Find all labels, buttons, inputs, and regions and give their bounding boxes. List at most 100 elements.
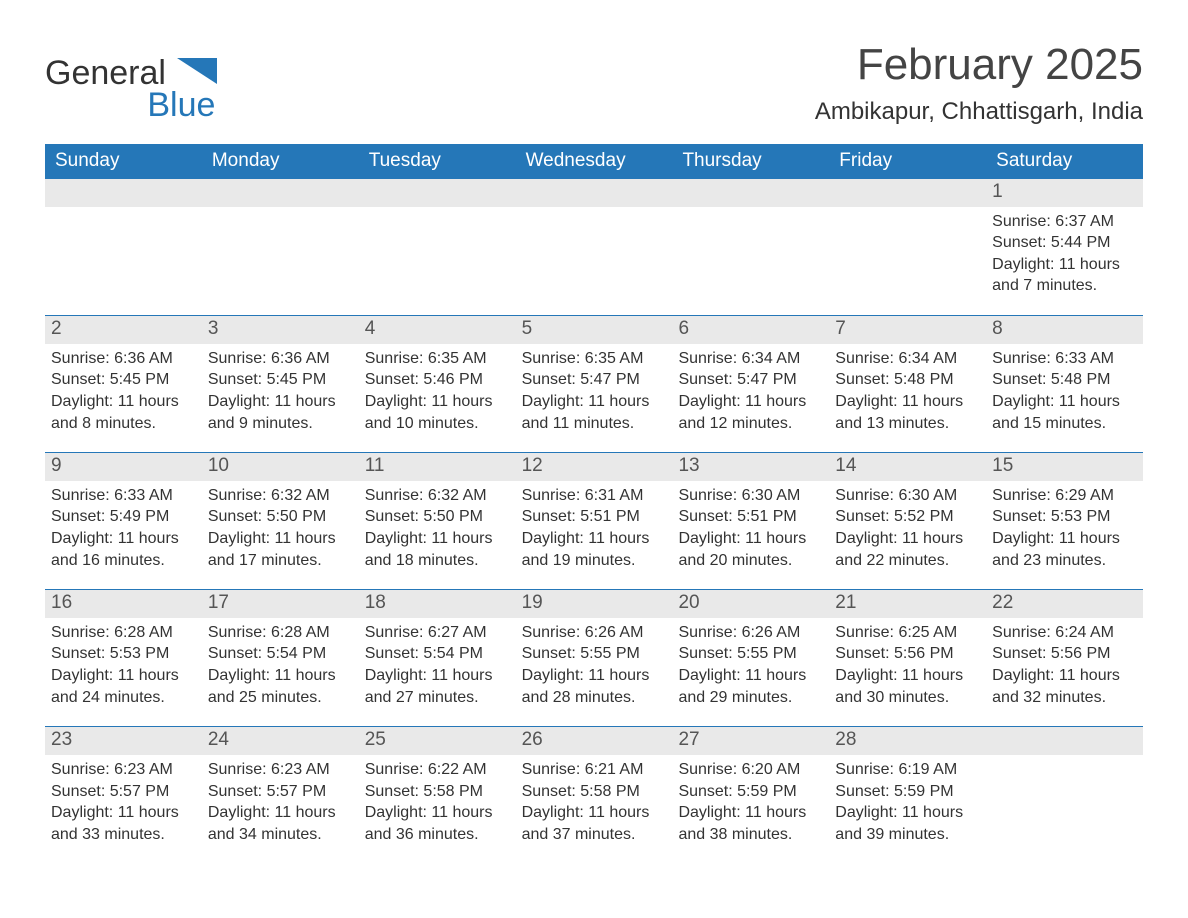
daylight-text: Daylight: 11 hours and 34 minutes. (208, 802, 353, 845)
sunrise-text: Sunrise: 6:24 AM (992, 622, 1137, 644)
day-cell: 27Sunrise: 6:20 AMSunset: 5:59 PMDayligh… (672, 727, 829, 845)
week-row: 9Sunrise: 6:33 AMSunset: 5:49 PMDaylight… (45, 452, 1143, 589)
day-cell: 11Sunrise: 6:32 AMSunset: 5:50 PMDayligh… (359, 453, 516, 571)
sunset-text: Sunset: 5:55 PM (678, 643, 823, 665)
weekday-header-row: Sunday Monday Tuesday Wednesday Thursday… (45, 144, 1143, 179)
daylight-text: Daylight: 11 hours and 25 minutes. (208, 665, 353, 708)
month-title: February 2025 (815, 40, 1143, 90)
daylight-text: Daylight: 11 hours and 39 minutes. (835, 802, 980, 845)
day-number (45, 179, 202, 207)
sunset-text: Sunset: 5:58 PM (522, 781, 667, 803)
day-info: Sunrise: 6:35 AMSunset: 5:47 PMDaylight:… (516, 344, 673, 434)
day-number (516, 179, 673, 207)
day-cell: 14Sunrise: 6:30 AMSunset: 5:52 PMDayligh… (829, 453, 986, 571)
sunset-text: Sunset: 5:51 PM (522, 506, 667, 528)
title-block: February 2025 Ambikapur, Chhattisgarh, I… (815, 40, 1143, 126)
weeks-container: 1Sunrise: 6:37 AMSunset: 5:44 PMDaylight… (45, 179, 1143, 863)
day-cell (45, 179, 202, 297)
sunset-text: Sunset: 5:44 PM (992, 232, 1137, 254)
day-cell: 7Sunrise: 6:34 AMSunset: 5:48 PMDaylight… (829, 316, 986, 434)
daylight-text: Daylight: 11 hours and 17 minutes. (208, 528, 353, 571)
day-number: 5 (516, 316, 673, 344)
sunrise-text: Sunrise: 6:19 AM (835, 759, 980, 781)
day-cell: 15Sunrise: 6:29 AMSunset: 5:53 PMDayligh… (986, 453, 1143, 571)
sunrise-text: Sunrise: 6:28 AM (208, 622, 353, 644)
day-info: Sunrise: 6:29 AMSunset: 5:53 PMDaylight:… (986, 481, 1143, 571)
day-number: 28 (829, 727, 986, 755)
daylight-text: Daylight: 11 hours and 9 minutes. (208, 391, 353, 434)
week-row: 2Sunrise: 6:36 AMSunset: 5:45 PMDaylight… (45, 315, 1143, 452)
day-info: Sunrise: 6:30 AMSunset: 5:51 PMDaylight:… (672, 481, 829, 571)
daylight-text: Daylight: 11 hours and 13 minutes. (835, 391, 980, 434)
sunset-text: Sunset: 5:54 PM (208, 643, 353, 665)
sunrise-text: Sunrise: 6:36 AM (51, 348, 196, 370)
day-number: 18 (359, 590, 516, 618)
daylight-text: Daylight: 11 hours and 33 minutes. (51, 802, 196, 845)
day-number (986, 727, 1143, 755)
daylight-text: Daylight: 11 hours and 28 minutes. (522, 665, 667, 708)
brand-word-2: Blue (45, 88, 215, 122)
day-info: Sunrise: 6:24 AMSunset: 5:56 PMDaylight:… (986, 618, 1143, 708)
daylight-text: Daylight: 11 hours and 30 minutes. (835, 665, 980, 708)
day-number: 21 (829, 590, 986, 618)
daylight-text: Daylight: 11 hours and 24 minutes. (51, 665, 196, 708)
sunrise-text: Sunrise: 6:33 AM (992, 348, 1137, 370)
sunset-text: Sunset: 5:45 PM (208, 369, 353, 391)
sunrise-text: Sunrise: 6:21 AM (522, 759, 667, 781)
day-cell: 20Sunrise: 6:26 AMSunset: 5:55 PMDayligh… (672, 590, 829, 708)
weekday-header: Wednesday (516, 144, 673, 179)
daylight-text: Daylight: 11 hours and 18 minutes. (365, 528, 510, 571)
sunrise-text: Sunrise: 6:32 AM (365, 485, 510, 507)
daylight-text: Daylight: 11 hours and 22 minutes. (835, 528, 980, 571)
sunset-text: Sunset: 5:52 PM (835, 506, 980, 528)
day-cell: 12Sunrise: 6:31 AMSunset: 5:51 PMDayligh… (516, 453, 673, 571)
day-cell: 24Sunrise: 6:23 AMSunset: 5:57 PMDayligh… (202, 727, 359, 845)
day-cell: 28Sunrise: 6:19 AMSunset: 5:59 PMDayligh… (829, 727, 986, 845)
sunrise-text: Sunrise: 6:35 AM (522, 348, 667, 370)
day-info: Sunrise: 6:26 AMSunset: 5:55 PMDaylight:… (672, 618, 829, 708)
day-info: Sunrise: 6:26 AMSunset: 5:55 PMDaylight:… (516, 618, 673, 708)
day-number: 3 (202, 316, 359, 344)
day-cell: 25Sunrise: 6:22 AMSunset: 5:58 PMDayligh… (359, 727, 516, 845)
day-number: 1 (986, 179, 1143, 207)
sunrise-text: Sunrise: 6:31 AM (522, 485, 667, 507)
sunrise-text: Sunrise: 6:32 AM (208, 485, 353, 507)
sunset-text: Sunset: 5:56 PM (835, 643, 980, 665)
day-info: Sunrise: 6:35 AMSunset: 5:46 PMDaylight:… (359, 344, 516, 434)
daylight-text: Daylight: 11 hours and 19 minutes. (522, 528, 667, 571)
daylight-text: Daylight: 11 hours and 7 minutes. (992, 254, 1137, 297)
day-cell: 22Sunrise: 6:24 AMSunset: 5:56 PMDayligh… (986, 590, 1143, 708)
day-info: Sunrise: 6:23 AMSunset: 5:57 PMDaylight:… (45, 755, 202, 845)
sunset-text: Sunset: 5:51 PM (678, 506, 823, 528)
location-subtitle: Ambikapur, Chhattisgarh, India (815, 98, 1143, 126)
sunrise-text: Sunrise: 6:29 AM (992, 485, 1137, 507)
day-cell: 8Sunrise: 6:33 AMSunset: 5:48 PMDaylight… (986, 316, 1143, 434)
sunset-text: Sunset: 5:57 PM (51, 781, 196, 803)
day-number: 17 (202, 590, 359, 618)
daylight-text: Daylight: 11 hours and 38 minutes. (678, 802, 823, 845)
weekday-header: Tuesday (359, 144, 516, 179)
day-cell: 26Sunrise: 6:21 AMSunset: 5:58 PMDayligh… (516, 727, 673, 845)
daylight-text: Daylight: 11 hours and 16 minutes. (51, 528, 196, 571)
day-cell (986, 727, 1143, 845)
daylight-text: Daylight: 11 hours and 20 minutes. (678, 528, 823, 571)
day-cell: 10Sunrise: 6:32 AMSunset: 5:50 PMDayligh… (202, 453, 359, 571)
calendar-grid: Sunday Monday Tuesday Wednesday Thursday… (45, 144, 1143, 863)
sunrise-text: Sunrise: 6:23 AM (51, 759, 196, 781)
day-info: Sunrise: 6:21 AMSunset: 5:58 PMDaylight:… (516, 755, 673, 845)
day-number: 20 (672, 590, 829, 618)
sunrise-text: Sunrise: 6:25 AM (835, 622, 980, 644)
sunrise-text: Sunrise: 6:30 AM (678, 485, 823, 507)
brand-logo: General Blue (45, 40, 217, 122)
page-header: General Blue February 2025 Ambikapur, Ch… (45, 40, 1143, 126)
flag-icon (177, 56, 217, 90)
sunrise-text: Sunrise: 6:34 AM (835, 348, 980, 370)
day-cell: 5Sunrise: 6:35 AMSunset: 5:47 PMDaylight… (516, 316, 673, 434)
day-info: Sunrise: 6:30 AMSunset: 5:52 PMDaylight:… (829, 481, 986, 571)
day-cell: 23Sunrise: 6:23 AMSunset: 5:57 PMDayligh… (45, 727, 202, 845)
sunrise-text: Sunrise: 6:30 AM (835, 485, 980, 507)
day-info: Sunrise: 6:27 AMSunset: 5:54 PMDaylight:… (359, 618, 516, 708)
daylight-text: Daylight: 11 hours and 27 minutes. (365, 665, 510, 708)
sunset-text: Sunset: 5:58 PM (365, 781, 510, 803)
sunrise-text: Sunrise: 6:26 AM (678, 622, 823, 644)
